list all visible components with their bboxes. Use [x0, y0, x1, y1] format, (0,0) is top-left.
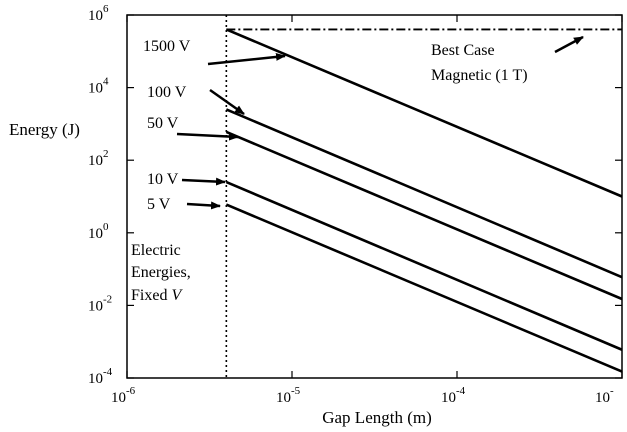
series-label-5v: 5 V	[147, 196, 171, 213]
x-tick-label: 10-5	[276, 385, 301, 406]
series-label-10v: 10 V	[147, 171, 179, 188]
y-tick-label: 100	[88, 221, 109, 242]
arrow-50v	[176, 132, 239, 141]
y-tick-label: 10-4	[88, 366, 113, 387]
series-lines	[225, 28, 623, 373]
y-tick-label: 104	[88, 76, 109, 97]
plot-frame	[126, 14, 623, 379]
x-tick-label: 10-	[595, 385, 614, 406]
series-line-50-v	[225, 130, 623, 301]
electric-annotation-line1: Electric	[131, 242, 181, 259]
x-axis-label: Gap Length (m)	[322, 408, 432, 427]
y-tick-label: 102	[88, 148, 109, 169]
arrow-magnetic	[554, 35, 584, 54]
x-tick-label: 10-6	[111, 385, 136, 406]
arrow-10v	[181, 177, 226, 186]
electric-annotation-line2: Energies,	[131, 264, 191, 281]
series-line-5-v	[225, 203, 623, 373]
series-label-1500v: 1500 V	[143, 38, 191, 55]
y-tick-label: 10-2	[88, 293, 112, 314]
arrow-1500v	[207, 52, 286, 66]
magnetic-annotation-line2: Magnetic (1 T)	[431, 67, 528, 84]
y-axis-ticks: 10-4 10-2 100 102 104 106	[88, 3, 622, 387]
y-axis-label: Energy (J)	[9, 120, 80, 139]
series-line-10-v	[225, 180, 623, 351]
arrow-100v	[209, 88, 245, 116]
y-tick-label: 106	[88, 3, 109, 24]
electric-annotation-line3: Fixed V	[131, 287, 183, 304]
x-tick-label: 10-4	[441, 385, 466, 406]
series-label-100v: 100 V	[147, 84, 187, 101]
x-axis-ticks: 10-6 10-5 10-4 10-	[111, 15, 623, 406]
magnetic-annotation-line1: Best Case	[431, 42, 495, 59]
series-label-50v: 50 V	[147, 115, 179, 132]
series-line-100-v	[225, 108, 623, 279]
arrow-5v	[186, 201, 221, 210]
series-line-1500-v	[225, 28, 623, 198]
